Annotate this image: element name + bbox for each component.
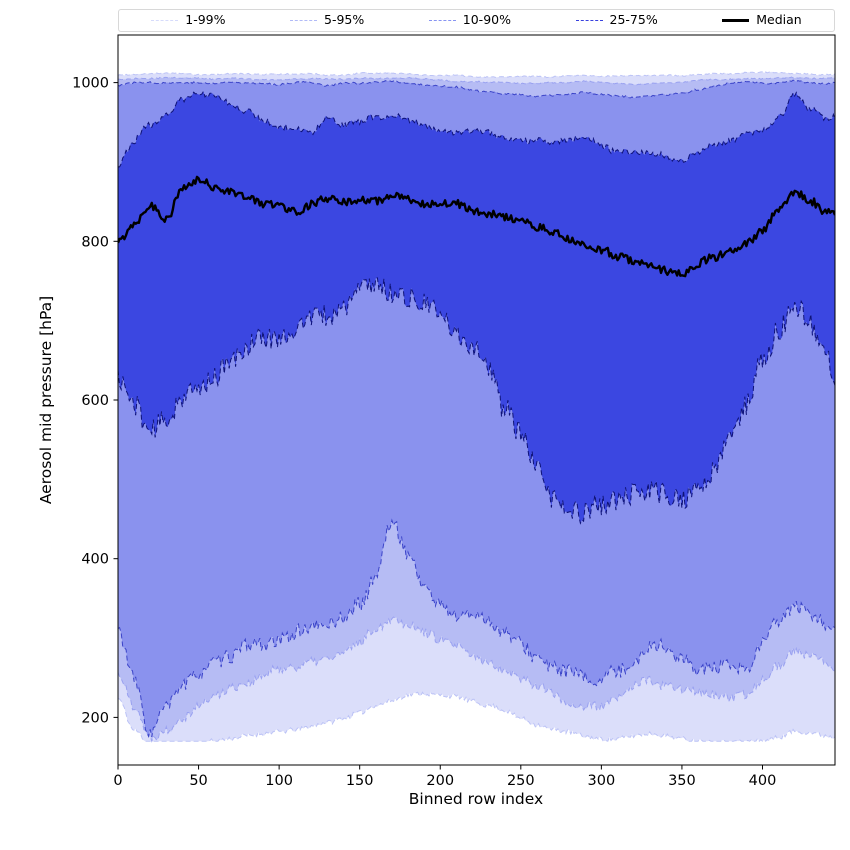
median-line <box>118 175 835 278</box>
y-axis-label: Aerosol mid pressure [hPa] <box>37 295 55 505</box>
band-line-icon <box>290 20 318 21</box>
legend: 1-99% 5-95% 10-90% 25-75% Median <box>118 9 835 32</box>
band-line-icon <box>428 20 456 21</box>
x-axis-label: Binned row index <box>408 790 544 808</box>
x-tick-label: 0 <box>113 773 122 789</box>
legend-label: 1-99% <box>185 12 226 28</box>
legend-item-median: Median <box>722 12 802 28</box>
x-tick-label: 200 <box>426 773 454 789</box>
plot-border <box>117 34 836 766</box>
y-tick-label: 400 <box>81 552 109 568</box>
band-edge-bottom-10-90% <box>118 518 835 738</box>
band-line-icon <box>575 20 603 21</box>
band-edge-bottom-5-95% <box>118 616 835 743</box>
band-edge-top-10-90% <box>118 79 835 99</box>
legend-label: 25-75% <box>609 12 658 28</box>
y-tick-label: 1000 <box>72 76 109 92</box>
legend-item-5-95-: 5-95% <box>290 14 364 27</box>
band-line-icon <box>151 20 179 21</box>
y-tick-label: 800 <box>81 234 109 250</box>
y-tick-label: 200 <box>81 710 109 726</box>
legend-item-25-75-: 25-75% <box>575 12 658 28</box>
band-25-75% <box>118 91 835 524</box>
legend-label: 10-90% <box>462 12 511 28</box>
legend-label: 5-95% <box>324 12 365 28</box>
x-tick-label: 100 <box>265 773 293 789</box>
band-edge-top-5-95% <box>118 76 835 86</box>
band-edge-top-25-75% <box>118 90 835 168</box>
band-edge-bottom-25-75% <box>118 277 835 525</box>
x-tick-label: 400 <box>749 773 777 789</box>
legend-item-10-90-: 10-90% <box>428 12 511 28</box>
x-tick-label: 50 <box>189 773 207 789</box>
x-tick-label: 300 <box>588 773 616 789</box>
median-line-icon <box>722 19 750 22</box>
x-tick-label: 250 <box>507 773 535 789</box>
band-edge-top-1-99% <box>118 71 835 79</box>
y-tick-label: 600 <box>81 393 109 409</box>
x-tick-label: 150 <box>346 773 374 789</box>
legend-item-1-99-: 1-99% <box>151 12 226 28</box>
legend-label: Median <box>756 12 802 28</box>
x-tick-label: 350 <box>668 773 696 789</box>
band-edge-bottom-1-99% <box>118 691 835 742</box>
